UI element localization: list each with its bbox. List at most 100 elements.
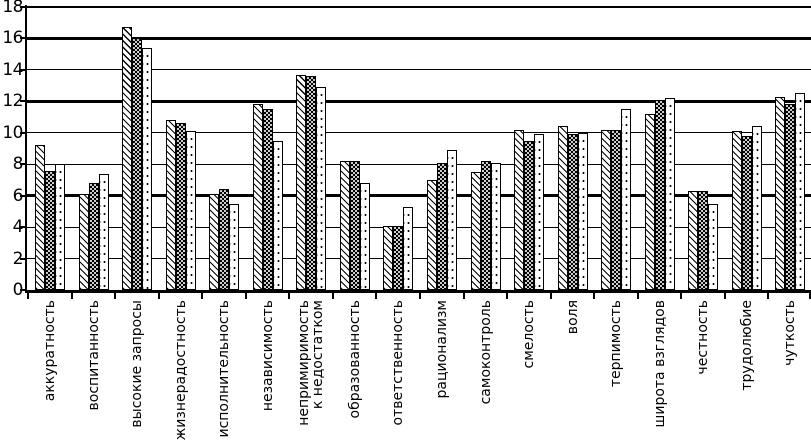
y-tick-16	[20, 37, 27, 40]
y-axis-label-12: 12	[2, 91, 23, 112]
x-axis-label-18: чуткость	[782, 300, 799, 366]
bar-самоконтроль-series-2	[481, 161, 491, 290]
x-axis-label-9: ответственность	[390, 300, 407, 426]
bar-жизнерадостность-series-2	[176, 123, 186, 290]
bar-ответственность-series-1	[383, 226, 393, 290]
x-axis-label-10: рационализм	[434, 300, 450, 399]
bar-непримиримость-series-1	[296, 75, 306, 290]
bar-высокие запросы-series-2	[132, 38, 142, 290]
bar-терпимость-series-3	[621, 109, 631, 290]
y-axis-label-2: 2	[12, 248, 24, 269]
y-axis-label-18: 18	[2, 0, 23, 17]
y-tick-12	[20, 100, 27, 103]
y-axis-label-14: 14	[2, 59, 23, 80]
x-axis-label-12: смелость	[521, 300, 538, 369]
x-tick-4	[201, 293, 204, 299]
bar-образованность-series-3	[360, 183, 370, 290]
gridline-14	[27, 69, 811, 71]
x-axis-label-7-line2: к недостатком	[310, 300, 327, 410]
bar-чуткость-series-1	[775, 97, 785, 290]
y-axis-label-10: 10	[2, 122, 23, 143]
x-axis-label-2: воспитанность	[85, 300, 102, 411]
bar-исполнительность-series-3	[229, 204, 239, 290]
gridline-4	[27, 226, 811, 228]
x-tick-0	[27, 293, 29, 299]
bar-рационализм-series-1	[427, 180, 437, 290]
bar-воспитанность-series-1	[79, 194, 89, 290]
x-axis-label-4: жизнерадостность	[172, 300, 189, 441]
gridline-2	[27, 258, 811, 260]
y-tick-0	[20, 289, 27, 291]
x-axis-label-14: терпимость	[608, 300, 625, 388]
bar-смелость-series-1	[514, 130, 524, 290]
gridline-12	[27, 99, 811, 103]
bar-рационализм-series-2	[437, 163, 447, 290]
x-tick-15	[680, 293, 683, 299]
x-axis-label-13: воля	[564, 300, 581, 335]
bar-исполнительность-series-2	[219, 189, 229, 290]
bar-аккуратность-series-1	[35, 145, 45, 290]
bar-непримиримость-series-3	[316, 87, 326, 290]
x-tick-11	[506, 293, 509, 299]
gridline-16	[27, 36, 811, 40]
x-axis-label-16: честность	[695, 300, 712, 375]
bar-широта взглядов-series-2	[655, 100, 665, 290]
bar-воля-series-1	[558, 126, 568, 290]
bar-трудолюбие-series-3	[752, 126, 762, 290]
x-tick-7	[331, 293, 334, 299]
x-tick-2	[114, 293, 117, 299]
bar-образованность-series-1	[340, 161, 350, 290]
bar-независимость-series-2	[263, 109, 273, 290]
x-tick-3	[157, 293, 160, 299]
bar-широта взглядов-series-3	[665, 98, 675, 290]
x-tick-17	[767, 293, 770, 299]
bar-воля-series-3	[578, 133, 588, 290]
x-axis-label-3: высокие запросы	[129, 300, 146, 428]
bar-воля-series-2	[568, 134, 578, 290]
y-tick-10	[20, 131, 27, 134]
bar-высокие запросы-series-3	[142, 48, 152, 290]
y-tick-2	[20, 257, 27, 260]
x-tick-12	[549, 293, 552, 299]
bar-честность-series-3	[708, 204, 718, 290]
bar-смелость-series-2	[524, 141, 534, 290]
bar-независимость-series-1	[253, 104, 263, 290]
y-axis-label-16: 16	[2, 28, 23, 49]
x-axis-label-6: независимость	[259, 300, 276, 412]
y-tick-18	[20, 6, 27, 8]
bar-рационализм-series-3	[447, 150, 457, 290]
x-axis-label-1: аккуратность	[42, 300, 58, 402]
bar-чуткость-series-3	[795, 93, 805, 290]
gridline-10	[27, 132, 811, 134]
bar-аккуратность-series-2	[45, 171, 55, 290]
x-tick-18	[809, 293, 811, 299]
bar-широта взглядов-series-1	[645, 114, 655, 290]
x-tick-1	[70, 293, 73, 299]
y-tick-6	[20, 194, 27, 197]
bar-независимость-series-3	[273, 141, 283, 290]
gridline-18	[27, 6, 811, 8]
bar-аккуратность-series-3	[55, 164, 65, 290]
bar-терпимость-series-1	[601, 130, 611, 290]
y-axis-label-0: 0	[12, 280, 24, 300]
y-axis-label-6: 6	[12, 185, 24, 206]
x-tick-9	[419, 293, 421, 299]
bar-жизнерадостность-series-1	[166, 120, 176, 290]
bar-ответственность-series-2	[393, 226, 403, 290]
gridline-8	[27, 163, 811, 165]
y-axis-label-8: 8	[12, 154, 24, 175]
bar-жизнерадостность-series-3	[186, 131, 196, 290]
x-tick-10	[462, 293, 465, 299]
bar-исполнительность-series-1	[209, 194, 219, 290]
y-tick-8	[20, 163, 27, 166]
bar-смелость-series-3	[534, 134, 544, 290]
x-tick-8	[375, 293, 378, 299]
bar-чуткость-series-2	[785, 104, 795, 290]
bar-высокие запросы-series-1	[122, 27, 132, 290]
x-tick-5	[244, 293, 247, 299]
bar-трудолюбие-series-2	[742, 136, 752, 290]
y-tick-14	[20, 68, 27, 71]
x-axis-label-17: трудолюбие	[738, 300, 755, 391]
